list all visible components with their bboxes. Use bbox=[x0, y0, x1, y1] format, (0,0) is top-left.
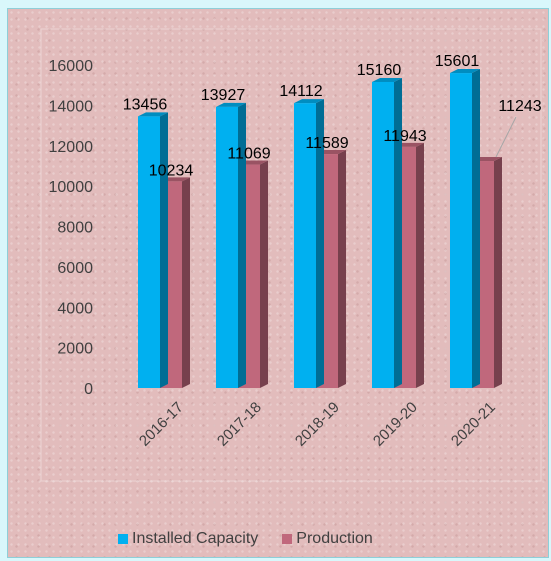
data-label-production: 11589 bbox=[305, 135, 348, 152]
y-tick-label: 8000 bbox=[57, 220, 93, 237]
bar-installed-capacity bbox=[450, 69, 480, 388]
plot-area bbox=[40, 28, 542, 482]
y-tick-label: 2000 bbox=[57, 341, 93, 358]
chart-frame: 0 2000 4000 6000 8000 10000 12000 14000 16000 201… bbox=[7, 8, 549, 558]
data-label-production: 11243 bbox=[498, 98, 541, 115]
data-label-installed-capacity: 13456 bbox=[123, 96, 168, 113]
y-tick-label: 4000 bbox=[57, 300, 93, 317]
x-tick-label: 2017-18 bbox=[214, 399, 265, 450]
legend-swatch-installed-capacity bbox=[118, 534, 128, 544]
data-label-production: 11943 bbox=[383, 128, 426, 145]
legend-swatch-production bbox=[282, 534, 293, 544]
x-tick-label: 2018-19 bbox=[292, 399, 343, 450]
legend: Installed Capacity Production bbox=[118, 530, 373, 548]
bar-installed-capacity bbox=[216, 102, 246, 388]
bar-chart: 0 2000 4000 6000 8000 10000 12000 14000 16000 201… bbox=[40, 28, 542, 482]
x-tick-label: 2019-20 bbox=[370, 399, 421, 450]
legend-label-installed-capacity: Installed Capacity bbox=[132, 530, 259, 547]
legend-label-production: Production bbox=[296, 530, 373, 547]
data-label-installed-capacity: 14112 bbox=[279, 83, 322, 100]
y-tick-label: 0 bbox=[84, 381, 93, 398]
data-label-installed-capacity: 13927 bbox=[201, 87, 246, 104]
bar-installed-capacity bbox=[138, 112, 168, 389]
bar-installed-capacity bbox=[372, 77, 402, 389]
data-label-installed-capacity: 15160 bbox=[357, 62, 402, 79]
y-tick-label: 14000 bbox=[49, 98, 94, 115]
legend-item-installed-capacity: Installed Capacity bbox=[118, 530, 258, 548]
legend-item-production: Production bbox=[282, 530, 373, 548]
data-label-installed-capacity: 15601 bbox=[435, 53, 480, 70]
leader-line bbox=[495, 116, 517, 158]
y-tick-label: 10000 bbox=[49, 179, 94, 196]
y-tick-label: 6000 bbox=[57, 260, 93, 277]
x-tick-label: 2020-21 bbox=[448, 399, 499, 450]
bar-installed-capacity bbox=[294, 99, 324, 388]
y-tick-label: 12000 bbox=[49, 139, 94, 156]
x-tick-label: 2016-17 bbox=[136, 399, 187, 450]
data-label-production: 10234 bbox=[149, 162, 194, 179]
data-label-production: 11069 bbox=[227, 146, 270, 163]
y-tick-label: 16000 bbox=[49, 58, 94, 75]
